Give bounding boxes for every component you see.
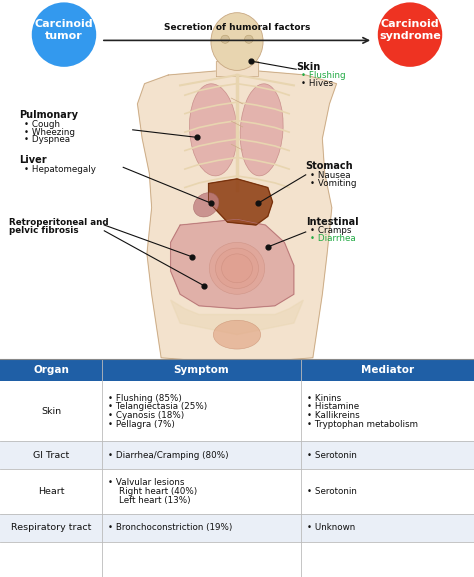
Ellipse shape	[32, 2, 96, 67]
Text: Right heart (40%): Right heart (40%)	[108, 487, 197, 496]
FancyBboxPatch shape	[0, 381, 474, 441]
Text: • Histamine: • Histamine	[307, 402, 359, 411]
Point	[264, 242, 272, 252]
Text: • Nausea: • Nausea	[310, 171, 351, 180]
Text: Symptom: Symptom	[173, 365, 229, 375]
Text: • Vomiting: • Vomiting	[310, 179, 357, 188]
Text: Organ: Organ	[33, 365, 69, 375]
Ellipse shape	[213, 320, 261, 349]
Text: • Serotonin: • Serotonin	[307, 451, 356, 460]
Point	[255, 198, 262, 208]
Text: Retroperitoneal and: Retroperitoneal and	[9, 218, 109, 227]
Text: • Valvular lesions: • Valvular lesions	[108, 478, 184, 488]
Text: Heart: Heart	[38, 487, 64, 496]
Text: • Dyspnea: • Dyspnea	[24, 135, 70, 144]
Polygon shape	[216, 61, 258, 76]
Text: Skin: Skin	[41, 407, 61, 415]
Text: • Bronchoconstriction (19%): • Bronchoconstriction (19%)	[108, 523, 232, 533]
Point	[247, 57, 255, 66]
Text: • Cramps: • Cramps	[310, 226, 352, 235]
Text: • Unknown: • Unknown	[307, 523, 355, 533]
Ellipse shape	[221, 35, 229, 43]
Text: pelvic fibrosis: pelvic fibrosis	[9, 226, 79, 235]
Text: • Telangiectasia (25%): • Telangiectasia (25%)	[108, 402, 207, 411]
Text: • Kinins: • Kinins	[307, 394, 341, 403]
Text: Pulmonary: Pulmonary	[19, 110, 78, 121]
Text: Carcinoid
tumor: Carcinoid tumor	[35, 19, 93, 41]
Text: GI Tract: GI Tract	[33, 451, 69, 460]
Text: • Diarrhea: • Diarrhea	[310, 234, 356, 243]
Text: • Flushing (85%): • Flushing (85%)	[108, 394, 182, 403]
Text: Intestinal: Intestinal	[306, 216, 358, 227]
Point	[207, 198, 215, 208]
Text: • Hepatomegaly: • Hepatomegaly	[24, 165, 96, 174]
Polygon shape	[171, 300, 303, 335]
Text: Mediator: Mediator	[361, 365, 414, 375]
Text: Skin: Skin	[296, 62, 320, 72]
Text: • Tryptophan metabolism: • Tryptophan metabolism	[307, 419, 418, 429]
Text: Liver: Liver	[19, 155, 46, 166]
Ellipse shape	[221, 254, 252, 283]
Text: • Kallikreins: • Kallikreins	[307, 411, 359, 420]
FancyBboxPatch shape	[0, 441, 474, 469]
Text: • Pellagra (7%): • Pellagra (7%)	[108, 419, 174, 429]
Text: Respiratory tract: Respiratory tract	[11, 523, 91, 533]
Point	[200, 281, 208, 290]
Text: Carcinoid
syndrome: Carcinoid syndrome	[379, 19, 441, 41]
Text: Secretion of humoral factors: Secretion of humoral factors	[164, 23, 310, 32]
Polygon shape	[137, 69, 337, 364]
Ellipse shape	[378, 2, 442, 67]
Ellipse shape	[215, 248, 259, 288]
Text: • Diarrhea/Cramping (80%): • Diarrhea/Cramping (80%)	[108, 451, 228, 460]
Text: • Cyanosis (18%): • Cyanosis (18%)	[108, 411, 184, 420]
Text: Left heart (13%): Left heart (13%)	[108, 496, 190, 505]
Text: • Wheezing: • Wheezing	[24, 128, 75, 137]
Text: Stomach: Stomach	[306, 161, 353, 171]
Text: • Cough: • Cough	[24, 120, 60, 129]
Ellipse shape	[240, 84, 283, 176]
Ellipse shape	[245, 35, 253, 43]
Ellipse shape	[211, 13, 263, 70]
Polygon shape	[171, 219, 294, 309]
FancyBboxPatch shape	[0, 469, 474, 514]
Text: • Hives: • Hives	[301, 78, 333, 88]
Ellipse shape	[190, 84, 237, 176]
Text: • Flushing: • Flushing	[301, 71, 346, 80]
Ellipse shape	[209, 242, 264, 294]
Text: • Serotonin: • Serotonin	[307, 487, 356, 496]
Ellipse shape	[193, 193, 219, 217]
Point	[193, 133, 201, 142]
FancyBboxPatch shape	[0, 514, 474, 542]
Point	[188, 252, 196, 261]
FancyBboxPatch shape	[0, 359, 474, 381]
Polygon shape	[209, 179, 273, 225]
